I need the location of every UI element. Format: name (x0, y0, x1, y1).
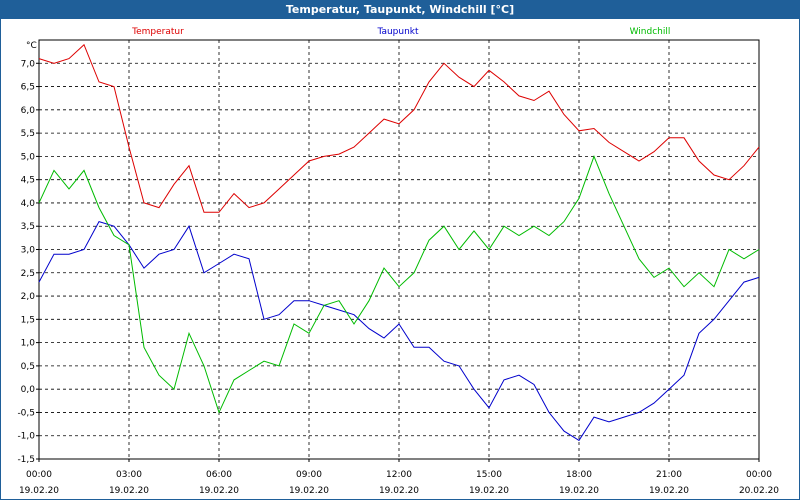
x-tick-date: 19.02.20 (199, 486, 239, 496)
y-tick-label: 1,0 (21, 339, 36, 349)
x-tick-date: 20.02.20 (739, 486, 779, 496)
window-title: Temperatur, Taupunkt, Windchill [°C] (1, 1, 799, 19)
y-tick-label: 3,0 (21, 246, 36, 256)
legend-taupunkt: Taupunkt (376, 27, 419, 37)
x-tick-date: 19.02.20 (559, 486, 599, 496)
x-tick-date: 19.02.20 (469, 486, 509, 496)
x-tick-time: 18:00 (566, 470, 592, 480)
x-tick-time: 15:00 (476, 470, 502, 480)
x-tick-time: 21:00 (656, 470, 682, 480)
y-tick-label: 6,5 (21, 83, 35, 93)
series-line-temperatur (38, 43, 760, 213)
y-tick-label: 1,5 (21, 315, 35, 325)
y-tick-label: 0,0 (21, 385, 36, 395)
y-axis-label: °C (26, 41, 37, 51)
y-tick-label: 6,0 (21, 106, 36, 116)
legend-temperatur: Temperatur (131, 27, 184, 37)
x-tick-date: 19.02.20 (109, 486, 149, 496)
x-tick-time: 00:00 (746, 470, 772, 480)
x-tick-date: 19.02.20 (19, 486, 59, 496)
x-tick-time: 09:00 (296, 470, 322, 480)
x-tick-date: 19.02.20 (649, 486, 689, 496)
y-tick-label: 2,0 (21, 292, 36, 302)
y-tick-label: -1,5 (17, 455, 35, 465)
y-tick-label: 7,0 (21, 59, 36, 69)
legend: Temperatur Taupunkt Windchill (131, 27, 670, 37)
y-tick-label: 0,5 (21, 362, 35, 372)
y-axis: -1,5 -1,0 -0,5 0,0 0,5 1,0 1,5 2,0 2,5 3,0 3,5 4,0 4… (17, 59, 39, 465)
y-tick-label: 4,0 (21, 199, 36, 209)
x-tick-date: 19.02.20 (379, 486, 419, 496)
x-tick-time: 12:00 (386, 470, 412, 480)
y-tick-label: 4,5 (21, 176, 35, 186)
y-tick-label: 5,5 (21, 129, 35, 139)
y-tick-label: 3,5 (21, 222, 35, 232)
legend-windchill: Windchill (630, 27, 671, 37)
x-axis: 00:00 19.02.20 03:00 19.02.20 06:00 19.02.20 0… (19, 459, 779, 496)
grid (39, 40, 759, 460)
y-tick-label: -0,5 (17, 408, 35, 418)
y-tick-label: 2,5 (21, 269, 35, 279)
x-tick-time: 00:00 (26, 470, 52, 480)
x-tick-date: 19.02.20 (289, 486, 329, 496)
y-tick-label: 5,0 (21, 152, 36, 162)
series-lines (38, 43, 760, 442)
x-tick-time: 03:00 (116, 470, 142, 480)
series-line-windchill (38, 154, 760, 414)
series-line-taupunkt (38, 221, 760, 442)
y-tick-label: -1,0 (17, 432, 35, 442)
x-tick-time: 06:00 (206, 470, 232, 480)
